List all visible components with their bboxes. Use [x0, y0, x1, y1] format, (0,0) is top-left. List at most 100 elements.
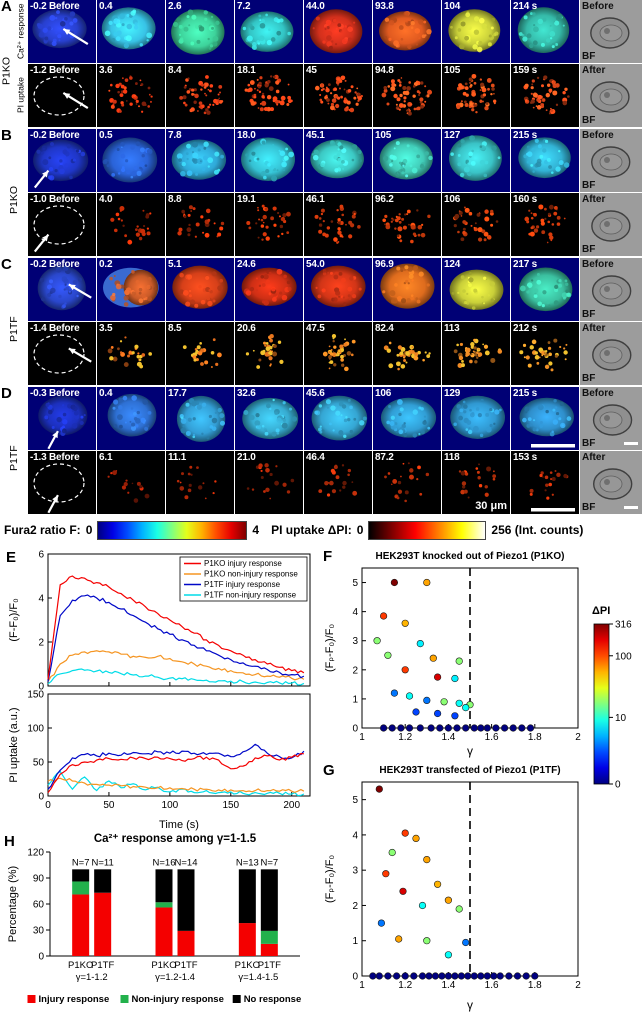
timestamp-label: -0.3 Before — [30, 388, 80, 399]
timestamp-label: 24.6 — [237, 259, 256, 270]
panel-letter-D: D — [1, 385, 12, 402]
svg-text:30: 30 — [33, 926, 45, 937]
svg-text:1: 1 — [359, 980, 365, 991]
bf-modality-label: BF — [582, 244, 596, 255]
svg-text:2: 2 — [352, 901, 358, 912]
calcium-frame: 0.2 — [97, 258, 165, 321]
pi-frame: 8.8 — [166, 193, 234, 256]
calcium-frame: 0.4 — [97, 0, 165, 63]
svg-text:N=13: N=13 — [236, 857, 259, 868]
svg-text:F: F — [323, 548, 332, 565]
pi-frame: 87.2 — [373, 451, 441, 514]
svg-text:2: 2 — [575, 732, 581, 743]
microscopy-panels: A P1KO Ca²⁺ response PI uptake -0.2 Before 0.… — [0, 0, 642, 514]
svg-text:Percentage (%): Percentage (%) — [7, 866, 19, 942]
pi-frame: -1.2 Before — [28, 64, 96, 127]
brightfield-column: Before BF After BF — [580, 0, 642, 127]
pi-frame: 82.4 — [373, 322, 441, 385]
timestamp-label: 215 s — [513, 388, 538, 399]
calcium-frame: 7.2 — [235, 0, 303, 63]
svg-text:0: 0 — [352, 724, 358, 735]
calcium-frame: 104 — [442, 0, 510, 63]
group-label: P1TF — [7, 445, 20, 471]
svg-text:4: 4 — [352, 830, 358, 841]
svg-text:1.6: 1.6 — [485, 980, 499, 991]
svg-text:(F-F₀)/F₀: (F-F₀)/F₀ — [8, 598, 20, 641]
svg-text:γ: γ — [467, 998, 473, 1012]
timestamp-label: 2.6 — [168, 1, 182, 12]
calcium-frame: 215 s — [511, 387, 579, 450]
panel-D: D P1TF -0.3 Before 0.4 17.7 32.6 45.6 106 129 215… — [0, 385, 642, 514]
calcium-frame: 18.0 — [235, 129, 303, 192]
pi-colorbar-max: 256 (Int. counts) — [491, 523, 584, 537]
row-label: PI uptake — [15, 77, 26, 114]
timestamp-label: -1.2 Before — [30, 65, 80, 76]
pi-frame: 45 — [304, 64, 372, 127]
timestamp-label: 96.2 — [375, 194, 394, 205]
panel-A-labels: A P1KO Ca²⁺ response PI uptake — [0, 0, 28, 127]
timestamp-label: -0.2 Before — [30, 259, 80, 270]
svg-text:90: 90 — [33, 874, 45, 885]
calcium-frame: 93.8 — [373, 0, 441, 63]
pi-colorbar-gradient — [368, 520, 487, 540]
brightfield-image: Before BF — [580, 258, 642, 321]
calcium-frame: 0.5 — [97, 129, 165, 192]
svg-text:1: 1 — [359, 732, 365, 743]
svg-text:1.2: 1.2 — [398, 980, 412, 991]
svg-text:1.6: 1.6 — [485, 732, 499, 743]
svg-text:1: 1 — [352, 694, 358, 705]
svg-text:Ca²⁺ response among γ=1-1.5: Ca²⁺ response among γ=1-1.5 — [94, 833, 257, 845]
pi-frame: 96.2 — [373, 193, 441, 256]
svg-text:3: 3 — [352, 866, 358, 877]
svg-text:10: 10 — [615, 713, 627, 724]
timestamp-label: -1.4 Before — [30, 323, 80, 334]
timestamp-label: 4.0 — [99, 194, 113, 205]
timestamp-label: 8.4 — [168, 65, 182, 76]
timestamp-label: 6.1 — [99, 452, 113, 463]
pi-frame: 11.1 — [166, 451, 234, 514]
svg-text:P1KO: P1KO — [151, 960, 176, 971]
svg-text:0: 0 — [352, 972, 358, 983]
svg-text:N=16: N=16 — [153, 857, 176, 868]
timestamp-label: 46.4 — [306, 452, 325, 463]
timestamp-label: -0.2 Before — [30, 1, 80, 12]
svg-text:γ: γ — [467, 744, 473, 758]
timestamp-label: 46.1 — [306, 194, 325, 205]
svg-text:γ=1-1.2: γ=1-1.2 — [76, 972, 108, 983]
svg-text:P1KO: P1KO — [68, 960, 93, 971]
calcium-frame: 105 — [373, 129, 441, 192]
panel-letter-A: A — [1, 0, 12, 15]
panel-B: B P1KO -0.2 Before 0.5 7.8 18.0 45.1 105 127 215 … — [0, 127, 642, 256]
calcium-frame: 7.8 — [166, 129, 234, 192]
svg-text:HEK293T transfected of Piezo1: HEK293T transfected of Piezo1 (P1TF) — [379, 765, 560, 776]
svg-text:E: E — [6, 549, 16, 566]
panel-C: C P1TF -0.2 Before 0.2 5.1 24.6 54.0 96.9 124 217… — [0, 256, 642, 385]
svg-text:0: 0 — [38, 682, 44, 691]
timestamp-label: 5.1 — [168, 259, 182, 270]
image-tiles: -0.2 Before 0.4 2.6 7.2 44.0 93.8 104 214 s -1.2… — [28, 0, 579, 127]
svg-text:100: 100 — [27, 724, 44, 735]
timestamp-label: 153 s — [513, 452, 538, 463]
calcium-frame: 45.6 — [304, 387, 372, 450]
brightfield-image: Before BF — [580, 129, 642, 192]
timestamp-label: 93.8 — [375, 1, 394, 12]
svg-text:G: G — [323, 762, 335, 779]
calcium-frame: 54.0 — [304, 258, 372, 321]
svg-text:N=14: N=14 — [175, 857, 198, 868]
svg-text:N=7: N=7 — [260, 857, 278, 868]
group-label: P1KO — [0, 57, 13, 86]
svg-text:50: 50 — [33, 758, 45, 769]
svg-text:6: 6 — [38, 550, 44, 561]
timestamp-label: 118 — [444, 452, 460, 463]
timestamp-label: 17.7 — [168, 388, 187, 399]
timestamp-label: 96.9 — [375, 259, 394, 270]
svg-text:PI uptake (a.u.): PI uptake (a.u.) — [8, 707, 20, 782]
brightfield-image: After BF — [580, 193, 642, 256]
calcium-frame: -0.2 Before — [28, 258, 96, 321]
timestamp-label: 160 s — [513, 194, 538, 205]
timestamp-label: 8.8 — [168, 194, 182, 205]
calcium-frame: 32.6 — [235, 387, 303, 450]
calcium-frame: 127 — [442, 129, 510, 192]
pi-frame: 105 — [442, 64, 510, 127]
